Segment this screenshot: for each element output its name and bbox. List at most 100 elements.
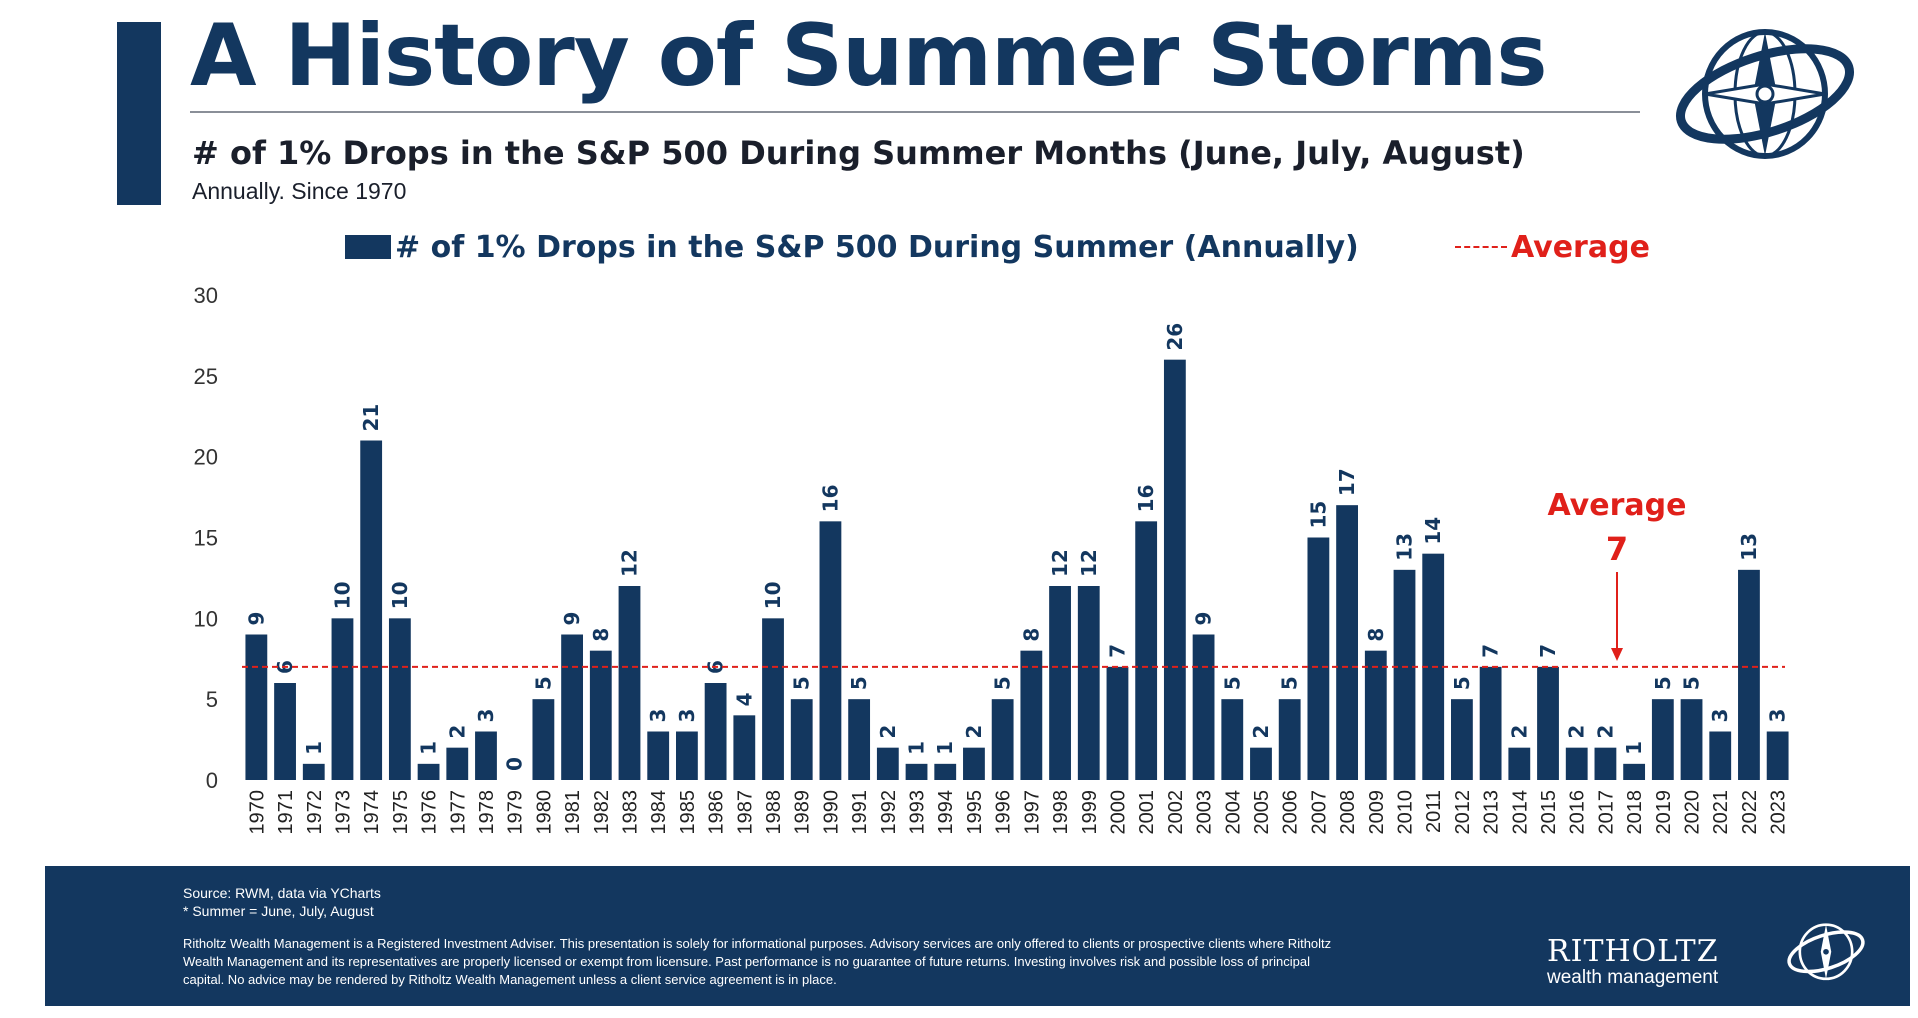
bar-value-label: 3 — [1766, 709, 1790, 723]
x-tick-label: 2000 — [1107, 790, 1129, 835]
x-tick-label: 2020 — [1682, 790, 1704, 835]
bar-value-label: 2 — [962, 725, 986, 739]
bar-value-label: 5 — [991, 676, 1015, 690]
bar-value-label: 10 — [388, 581, 412, 609]
x-tick-label: 2002 — [1165, 790, 1187, 835]
bar — [733, 715, 756, 780]
x-tick-label: 2014 — [1509, 790, 1531, 835]
bar-value-label: 2 — [445, 725, 469, 739]
bar — [1651, 699, 1674, 780]
x-tick-label: 1976 — [419, 790, 441, 835]
bar-value-label: 5 — [1450, 676, 1474, 690]
bar-value-label: 10 — [330, 581, 354, 609]
y-tick-label: 20 — [194, 445, 218, 470]
bar — [1106, 666, 1129, 780]
bar-value-label: 8 — [1019, 628, 1043, 642]
x-tick-label: 1984 — [648, 790, 670, 835]
bar-value-label: 7 — [1105, 644, 1129, 658]
y-tick-label: 30 — [194, 283, 218, 308]
x-tick-label: 1993 — [907, 790, 929, 835]
bar — [1680, 699, 1703, 780]
bar — [934, 763, 957, 780]
bar — [1364, 650, 1387, 780]
bar-value-label: 2 — [1593, 725, 1617, 739]
bar-value-label: 7 — [1479, 644, 1503, 658]
bar — [790, 699, 813, 780]
x-tick-label: 2015 — [1538, 790, 1560, 835]
bar-value-label: 16 — [818, 484, 842, 512]
bar — [532, 699, 555, 780]
bar-value-label: 3 — [1708, 709, 1732, 723]
x-tick-label: 1999 — [1079, 790, 1101, 835]
bar — [331, 618, 354, 780]
bar-value-label: 7 — [1536, 644, 1560, 658]
footer-logo-sub: wealth management — [1547, 967, 1719, 988]
bar — [1049, 586, 1071, 780]
x-tick-label: 1975 — [390, 790, 412, 835]
bar — [1393, 569, 1416, 780]
bar — [1163, 359, 1186, 780]
x-tick-label: 1972 — [304, 790, 326, 835]
x-tick-label: 1996 — [993, 790, 1015, 835]
legend-series-label: # of 1% Drops in the S&P 500 During Summ… — [395, 229, 1359, 265]
legend-swatch — [345, 235, 391, 259]
x-tick-label: 2007 — [1308, 790, 1330, 835]
x-tick-label: 2018 — [1624, 790, 1646, 835]
bar-value-label: 9 — [560, 612, 584, 626]
x-tick-label: 2010 — [1395, 790, 1417, 835]
bar-value-label: 13 — [1393, 533, 1417, 561]
bar — [302, 763, 325, 780]
x-tick-label: 2021 — [1710, 790, 1732, 835]
bar-value-label: 12 — [618, 549, 642, 577]
x-tick-label: 1991 — [849, 790, 871, 835]
compass-globe-logo-icon — [1675, 29, 1855, 159]
y-tick-label: 10 — [194, 606, 218, 631]
x-tick-label: 2003 — [1194, 790, 1216, 835]
x-tick-label: 2017 — [1595, 790, 1617, 835]
bar-value-label: 26 — [1163, 323, 1187, 351]
bar-value-label: 8 — [589, 628, 613, 642]
legend-average-line — [1455, 246, 1507, 248]
chart-legend: # of 1% Drops in the S&P 500 During Summ… — [345, 225, 1359, 269]
average-annotation-arrow-head — [1611, 648, 1623, 661]
x-tick-label: 2004 — [1222, 790, 1244, 835]
x-tick-label: 2005 — [1251, 790, 1273, 835]
bar-value-label: 2 — [1507, 725, 1531, 739]
bar-value-label: 4 — [732, 692, 756, 706]
bar-value-label: 1 — [933, 741, 957, 755]
source-note: Source: RWM, data via YCharts — [183, 885, 381, 901]
chart-note: Annually. Since 1970 — [192, 178, 407, 204]
title-accent-bar — [117, 22, 161, 205]
bar-value-label: 5 — [1220, 676, 1244, 690]
legend-average: Average — [1455, 225, 1650, 269]
bar-value-label: 5 — [790, 676, 814, 690]
footer-logo-name: RITHOLTZ — [1547, 934, 1719, 969]
compass-globe-logo-icon-small — [1787, 923, 1865, 981]
y-tick-label: 5 — [206, 687, 218, 712]
x-tick-label: 1985 — [677, 790, 699, 835]
bar — [676, 731, 698, 780]
bar-value-label: 0 — [503, 757, 527, 771]
x-tick-label: 1973 — [332, 790, 354, 835]
bar — [388, 618, 411, 780]
bar — [905, 763, 928, 780]
x-tick-label: 2006 — [1280, 790, 1302, 835]
bar — [963, 747, 985, 780]
x-tick-label: 1977 — [447, 790, 469, 835]
bar-value-label: 9 — [244, 612, 268, 626]
bar-value-label: 1 — [302, 741, 326, 755]
bar — [1508, 747, 1531, 780]
bar — [475, 731, 497, 780]
bar — [704, 683, 727, 780]
bar-value-label: 2 — [1565, 725, 1589, 739]
x-tick-label: 1990 — [820, 790, 842, 835]
bar-value-label: 12 — [1048, 549, 1072, 577]
x-tick-label: 1981 — [562, 790, 584, 835]
x-tick-label: 2016 — [1567, 790, 1589, 835]
bar — [1278, 699, 1301, 780]
x-tick-label: 2023 — [1768, 790, 1790, 835]
average-annotation-value: 7 — [1606, 530, 1628, 568]
x-tick-label: 2013 — [1481, 790, 1503, 835]
x-tick-label: 1974 — [361, 790, 383, 835]
bar-value-label: 17 — [1335, 468, 1359, 496]
